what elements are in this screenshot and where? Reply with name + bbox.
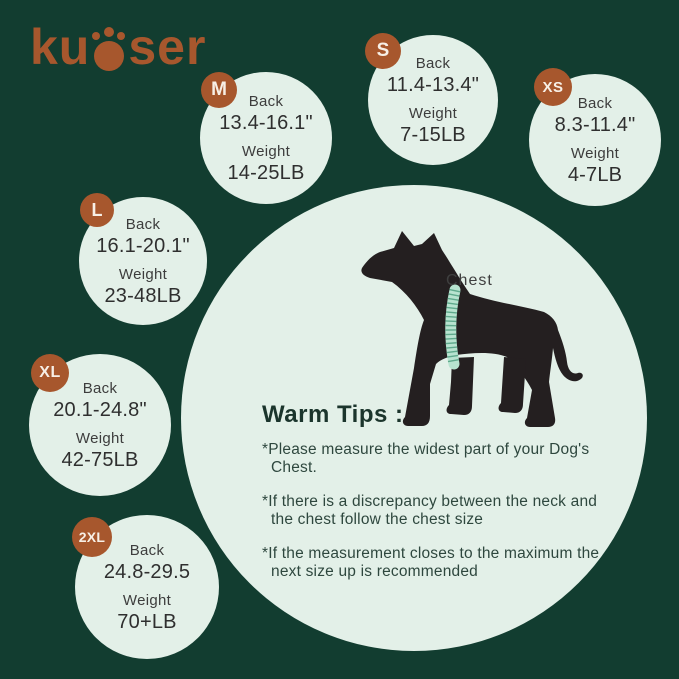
paw-icon [92, 16, 126, 74]
weight-value: 14-25LB [227, 161, 305, 184]
measuring-tape-icon [445, 284, 461, 370]
weight-label: Weight [122, 591, 172, 609]
back-value: 11.4-13.4" [386, 73, 480, 96]
warm-tip: *If there is a discrepancy between the n… [262, 493, 598, 528]
size-circle-2xl: 2XL Back 24.8-29.5 Weight 70+LB [72, 515, 219, 659]
back-value: 13.4-16.1" [219, 111, 313, 134]
size-badge-xl: XL [31, 354, 69, 392]
brand-logo: ku ser [30, 14, 206, 74]
size-circle-l: L Back 16.1-20.1" Weight 23-48LB [79, 193, 207, 325]
back-value: 20.1-24.8" [53, 398, 147, 421]
weight-value: 7-15LB [400, 123, 466, 146]
weight-label: Weight [408, 104, 458, 122]
weight-value: 23-48LB [104, 284, 182, 307]
weight-label: Weight [75, 429, 125, 447]
weight-value: 70+LB [117, 610, 177, 633]
size-circle-m: M Back 13.4-16.1" Weight 14-25LB [200, 72, 332, 204]
size-badge-m: M [201, 72, 237, 108]
size-badge-s: S [365, 33, 401, 69]
back-label: Back [125, 215, 161, 233]
warm-tips-list: *Please measure the widest part of your … [262, 441, 612, 580]
size-badge-2xl: 2XL [72, 517, 112, 557]
logo-text-ku: ku [30, 19, 91, 75]
size-badge-label: L [91, 199, 103, 220]
size-badge-label: S [376, 40, 390, 61]
size-badge-xs: XS [534, 68, 572, 106]
warm-tips-section: Warm Tips : *Please measure the widest p… [262, 401, 612, 597]
weight-label: Weight [570, 144, 620, 162]
far-hind-leg [498, 357, 526, 413]
back-label: Back [82, 379, 118, 397]
back-label: Back [415, 54, 451, 72]
back-value: 8.3-11.4" [554, 113, 636, 136]
size-badge-label: M [211, 79, 227, 100]
weight-label: Weight [118, 265, 168, 283]
back-label: Back [577, 94, 613, 112]
dog-silhouette [361, 231, 583, 427]
size-circle-s: S Back 11.4-13.4" Weight 7-15LB [365, 33, 498, 165]
weight-value: 42-75LB [61, 448, 139, 471]
back-label: Back [129, 541, 165, 559]
size-circle-xs: XS Back 8.3-11.4" Weight 4-7LB [529, 68, 661, 206]
logo-text-ser: ser [128, 19, 207, 75]
size-badge-label: XL [39, 364, 61, 381]
chest-label: Chest [446, 272, 493, 289]
size-badge-label: 2XL [78, 529, 106, 545]
weight-label: Weight [241, 142, 291, 160]
warm-tip: *If the measurement closes to the maximu… [262, 545, 600, 580]
size-badge-l: L [80, 193, 114, 227]
warm-tips-title: Warm Tips : [262, 401, 404, 428]
back-value: 24.8-29.5 [103, 560, 191, 583]
back-value: 16.1-20.1" [96, 234, 190, 257]
far-front-leg [446, 357, 474, 415]
back-label: Back [248, 92, 284, 110]
size-circle-xl: XL Back 20.1-24.8" Weight 42-75LB [29, 354, 171, 496]
weight-value: 4-7LB [567, 163, 623, 186]
size-badge-label: XS [542, 78, 564, 96]
warm-tip: *Please measure the widest part of your … [262, 441, 590, 476]
